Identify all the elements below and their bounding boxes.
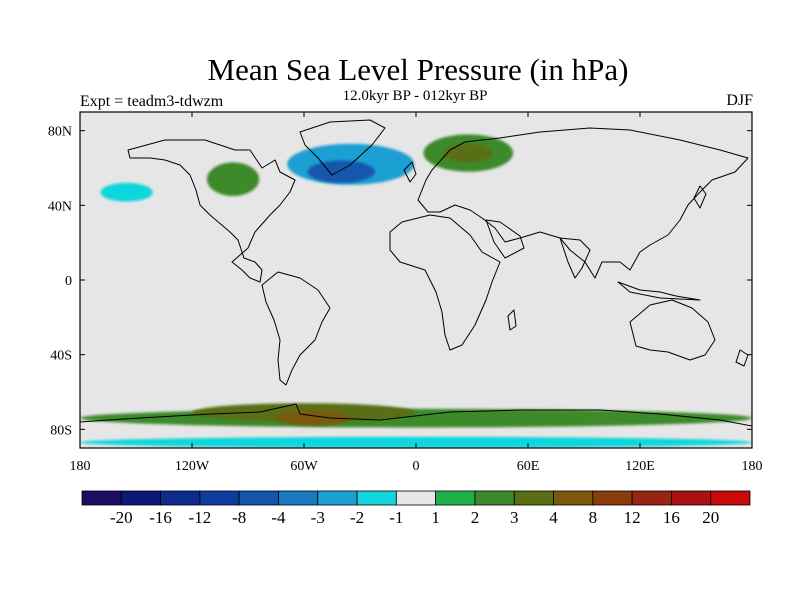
colorbar-label-8: 1 [431, 508, 440, 527]
colorbar-swatch-13 [592, 490, 633, 506]
coast-japan [693, 185, 707, 209]
colorbar-swatch-3 [199, 490, 240, 506]
coast-indonesia [617, 281, 701, 301]
coast-arabia [485, 219, 525, 259]
anomaly-region-12 [468, 365, 626, 381]
coast-eurasia [417, 127, 749, 279]
anomaly-region-9 [444, 143, 493, 163]
colorbar-label-14: 16 [663, 508, 680, 527]
colorbar-swatch-12 [553, 490, 594, 506]
colorbar-label-5: -3 [311, 508, 325, 527]
chart-subtitle: 12.0kyr BP - 012kyr BP [342, 88, 488, 104]
season-label: DJF [726, 92, 753, 109]
x-tick-label-4: 60E [517, 459, 540, 474]
colorbar-label-3: -8 [232, 508, 246, 527]
coast-south-america [261, 271, 331, 386]
colorbar-label-0: -20 [110, 508, 133, 527]
colorbar-label-13: 12 [624, 508, 641, 527]
x-tick-label-3: 0 [413, 459, 420, 474]
chart-title: Mean Sea Level Pressure (in hPa) [207, 52, 629, 87]
anomaly-region-6 [100, 182, 153, 202]
colorbar-label-10: 3 [510, 508, 519, 527]
y-tick-label-2: 0 [65, 274, 72, 289]
coastlines [80, 119, 752, 427]
y-tick-label-3: 40S [50, 349, 72, 364]
colorbar-swatch-10 [474, 490, 515, 506]
coast-greenland [299, 119, 386, 176]
x-tick-label-6: 180 [742, 459, 763, 474]
colorbar-swatch-15 [671, 490, 712, 506]
experiment-label: Expt = teadm3-tdwzm [80, 93, 224, 110]
colorbar-swatch-9 [435, 490, 476, 506]
coast-madagascar [507, 309, 517, 331]
coast-north-america [127, 139, 296, 283]
y-axis: 80N 40N 0 40S 80S [48, 125, 752, 438]
anomaly-region-11 [261, 362, 403, 374]
colorbar-label-2: -12 [189, 508, 212, 527]
colorbar-label-15: 20 [702, 508, 719, 527]
colorbar-label-7: -1 [389, 508, 403, 527]
anomaly-region-4 [332, 196, 388, 223]
coast-australia [629, 299, 716, 361]
x-tick-label-1: 120W [175, 459, 210, 474]
anomaly-region-7 [206, 162, 260, 196]
coast-africa [389, 214, 501, 351]
colorbar-swatch-6 [317, 490, 358, 506]
x-tick-label-5: 120E [625, 459, 655, 474]
colorbar-swatch-1 [120, 490, 161, 506]
coast-british-isles [403, 161, 417, 183]
colorbar-swatch-5 [278, 490, 319, 506]
colorbar-label-4: -4 [271, 508, 286, 527]
coast-india [559, 237, 591, 279]
colorbar-swatch-2 [160, 490, 201, 506]
coast-antarctica [80, 403, 752, 427]
x-tick-label-0: 180 [70, 459, 91, 474]
colorbar-swatch-0 [81, 490, 122, 506]
coast-new-zealand [735, 349, 749, 367]
colorbar-swatch-11 [513, 490, 554, 506]
y-tick-label-1: 40N [48, 199, 72, 214]
colorbar-swatch-7 [356, 490, 397, 506]
x-axis: 180 120W 60W 0 60E 120E 180 [70, 112, 763, 474]
colorbar-swatch-4 [238, 490, 279, 506]
y-tick-label-0: 80N [48, 125, 72, 140]
anomaly-region-3 [307, 160, 375, 183]
colorbar-label-11: 4 [549, 508, 558, 527]
x-tick-label-2: 60W [290, 459, 318, 474]
colorbar-label-1: -16 [149, 508, 172, 527]
colorbar-swatch-16 [710, 490, 751, 506]
y-tick-label-4: 80S [50, 423, 72, 438]
colorbar: -20 -16 -12 -8 -4 -3 -2 -1 1 2 3 4 8 12 16 20 [81, 490, 751, 527]
colorbar-swatch-8 [395, 490, 437, 506]
anomaly-region-10 [621, 177, 689, 215]
anomaly-region-16 [80, 436, 752, 448]
colorbar-label-6: -2 [350, 508, 364, 527]
anomaly-region-15 [276, 410, 351, 426]
colorbar-label-9: 2 [471, 508, 480, 527]
colorbar-label-12: 8 [589, 508, 598, 527]
anomaly-region-13 [80, 408, 752, 428]
colorbar-swatch-14 [631, 490, 672, 506]
